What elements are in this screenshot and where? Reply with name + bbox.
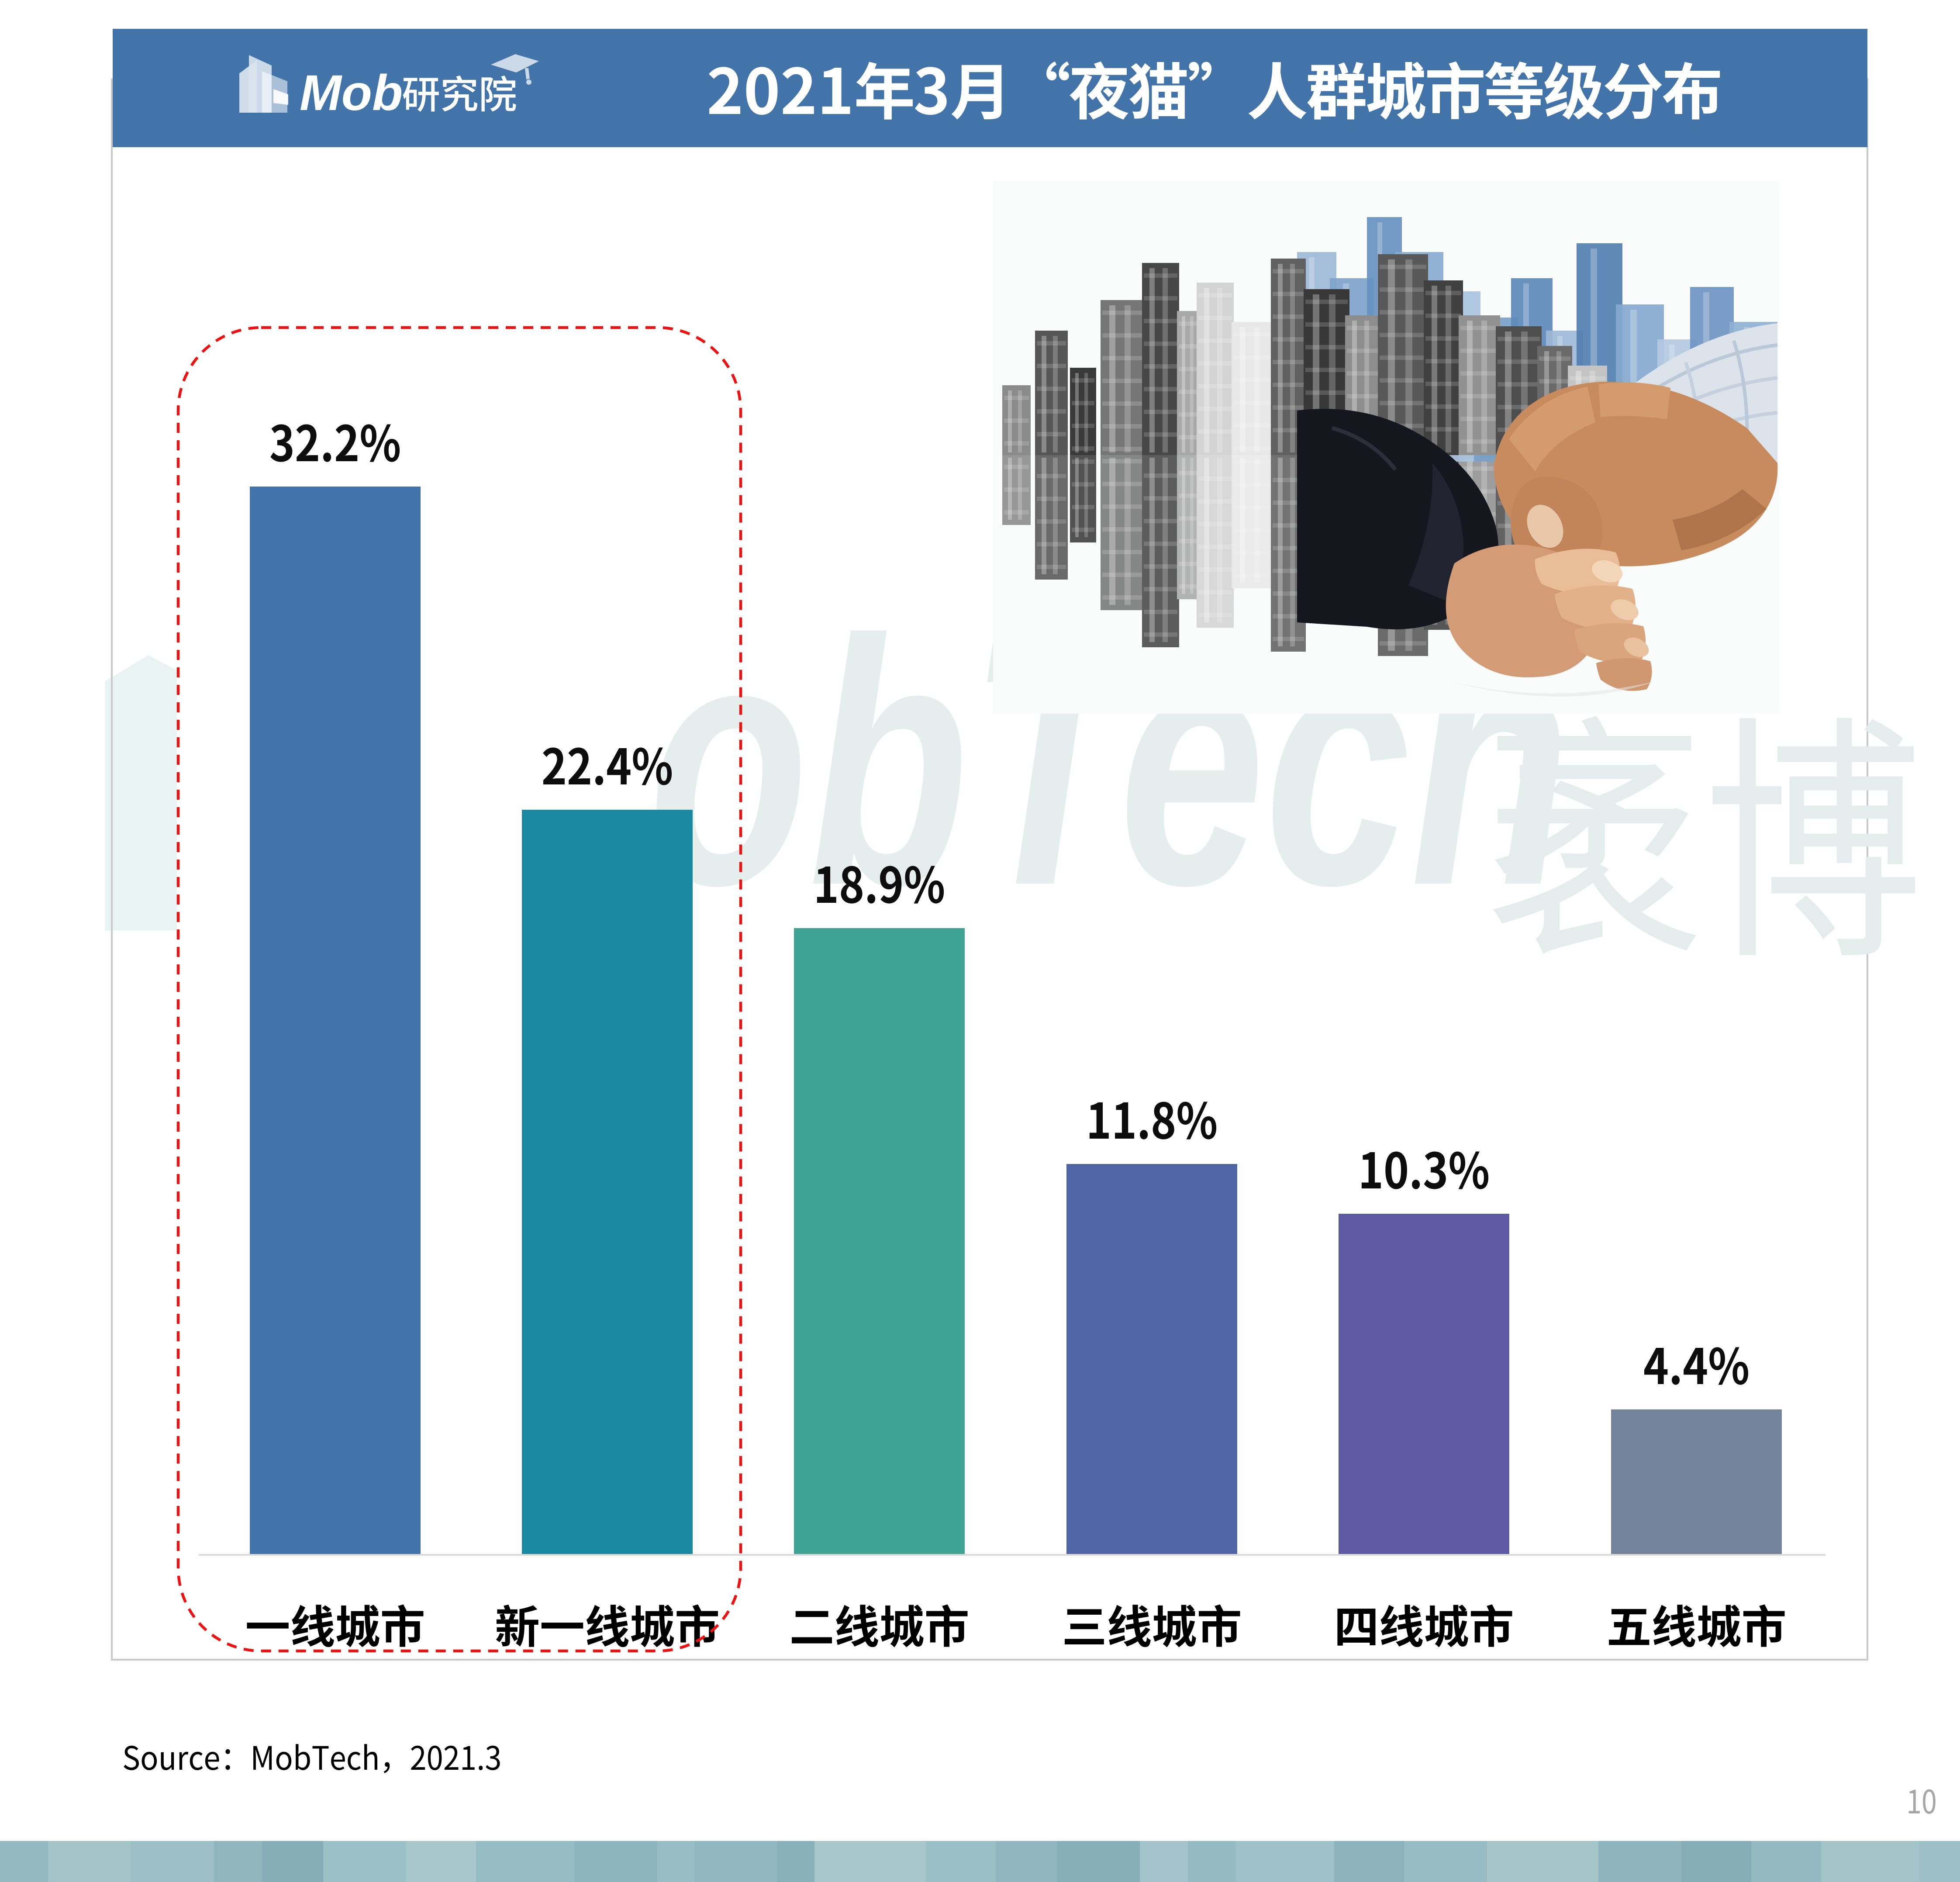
svg-text:Mob: Mob: [300, 65, 403, 121]
